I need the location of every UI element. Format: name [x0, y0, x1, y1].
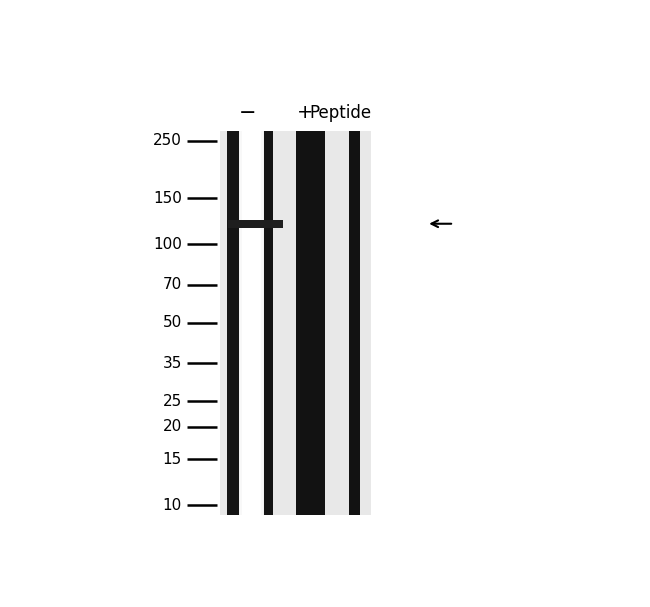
Bar — [242, 131, 261, 515]
Text: 50: 50 — [162, 316, 182, 330]
Text: 15: 15 — [162, 452, 182, 467]
Bar — [296, 131, 325, 515]
Text: +: + — [297, 103, 314, 122]
Text: 70: 70 — [162, 277, 182, 293]
Text: 25: 25 — [162, 394, 182, 409]
Text: 35: 35 — [162, 356, 182, 371]
Text: 250: 250 — [153, 133, 182, 148]
Bar — [228, 220, 283, 228]
Bar — [220, 131, 371, 515]
Bar — [227, 131, 273, 515]
Text: 20: 20 — [162, 419, 182, 434]
Text: 150: 150 — [153, 191, 182, 206]
Text: Peptide: Peptide — [309, 104, 372, 121]
Text: −: − — [239, 103, 256, 123]
Bar — [240, 131, 263, 515]
Bar — [349, 131, 360, 515]
Text: 100: 100 — [153, 237, 182, 252]
Bar — [239, 131, 264, 515]
Text: 10: 10 — [162, 498, 182, 513]
